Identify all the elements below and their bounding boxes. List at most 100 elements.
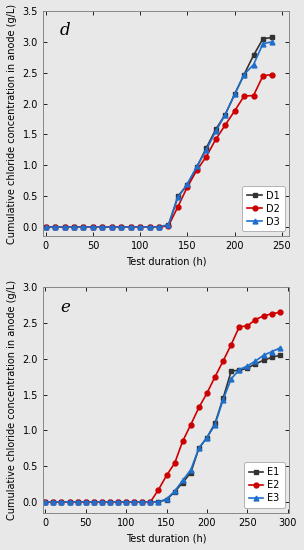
E1 (270, 354, 274, 361)
D2 (53, 224, 57, 230)
D2 (223, 122, 227, 129)
E1 (132, 499, 136, 505)
E2 (100, 499, 104, 505)
E2 (140, 499, 144, 505)
D1 (157, 224, 161, 230)
E1 (181, 479, 185, 486)
E1 (116, 499, 120, 505)
E1 (100, 499, 104, 505)
Y-axis label: Cumulative chloride concentration in anode (g/L): Cumulative chloride concentration in ano… (7, 280, 17, 520)
E1 (76, 499, 79, 505)
D2 (101, 224, 104, 230)
E1 (213, 420, 217, 427)
E3 (237, 366, 241, 373)
Line: E3: E3 (43, 346, 282, 504)
E1 (124, 499, 128, 505)
Legend: D1, D2, D3: D1, D2, D3 (243, 186, 285, 232)
E1 (205, 434, 209, 441)
D2 (91, 224, 95, 230)
D2 (44, 224, 47, 230)
E3 (124, 499, 128, 505)
E2 (60, 499, 63, 505)
E3 (189, 466, 193, 473)
X-axis label: Test duration (h): Test duration (h) (126, 533, 206, 543)
Line: D2: D2 (43, 72, 275, 229)
E3 (165, 496, 168, 502)
E1 (43, 499, 47, 505)
D1 (82, 224, 85, 230)
D1 (195, 164, 199, 170)
D2 (82, 224, 85, 230)
E2 (221, 358, 225, 364)
E1 (52, 499, 55, 505)
E1 (278, 352, 282, 359)
E1 (84, 499, 88, 505)
E3 (52, 499, 55, 505)
E2 (124, 499, 128, 505)
E2 (157, 486, 160, 493)
E1 (140, 499, 144, 505)
E2 (173, 460, 176, 466)
D3 (63, 224, 66, 230)
D1 (72, 224, 76, 230)
E1 (165, 497, 168, 503)
E3 (116, 499, 120, 505)
D3 (44, 224, 47, 230)
E2 (213, 373, 217, 380)
Line: E1: E1 (43, 353, 282, 504)
E2 (278, 309, 282, 316)
D1 (223, 111, 227, 118)
D2 (176, 204, 180, 210)
D1 (101, 224, 104, 230)
Text: d: d (60, 22, 71, 39)
D3 (261, 40, 265, 47)
D2 (195, 167, 199, 173)
E3 (60, 499, 63, 505)
D3 (138, 224, 142, 230)
E1 (149, 499, 152, 505)
D1 (271, 34, 274, 41)
E2 (246, 323, 249, 329)
D2 (205, 153, 208, 160)
E2 (254, 316, 257, 323)
D1 (91, 224, 95, 230)
E3 (157, 499, 160, 505)
Legend: E1, E2, E3: E1, E2, E3 (244, 462, 285, 508)
E2 (230, 341, 233, 348)
E3 (140, 499, 144, 505)
D3 (101, 224, 104, 230)
D1 (167, 222, 170, 228)
D3 (110, 224, 114, 230)
E2 (76, 499, 79, 505)
D2 (214, 136, 218, 142)
E2 (132, 499, 136, 505)
E2 (149, 499, 152, 505)
E1 (254, 361, 257, 367)
D3 (195, 163, 199, 170)
D1 (185, 182, 189, 188)
D3 (129, 224, 133, 230)
D2 (129, 224, 133, 230)
E2 (84, 499, 88, 505)
E3 (43, 499, 47, 505)
E1 (237, 367, 241, 373)
D2 (242, 93, 246, 100)
D2 (119, 224, 123, 230)
D1 (261, 35, 265, 42)
D3 (223, 111, 227, 118)
D2 (261, 73, 265, 79)
E2 (52, 499, 55, 505)
E3 (108, 499, 112, 505)
D3 (119, 224, 123, 230)
D1 (214, 126, 218, 133)
E1 (221, 395, 225, 402)
D3 (72, 224, 76, 230)
D1 (148, 224, 151, 230)
E3 (262, 352, 265, 359)
D1 (242, 71, 246, 78)
D2 (63, 224, 66, 230)
D2 (252, 92, 255, 99)
E2 (270, 311, 274, 317)
E3 (68, 499, 71, 505)
D3 (53, 224, 57, 230)
